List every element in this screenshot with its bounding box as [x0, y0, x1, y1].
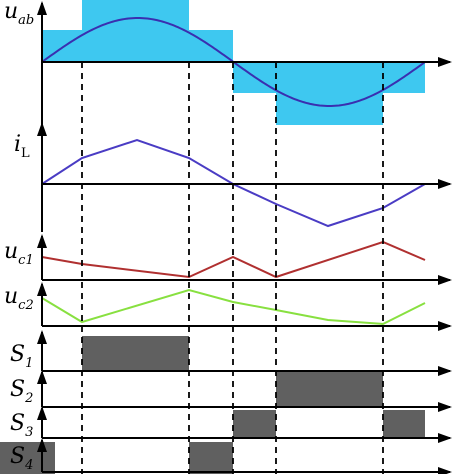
uc2-waveform — [41, 288, 426, 326]
s3-pulse-2 — [383, 410, 425, 438]
s1-label: S1 — [10, 342, 33, 371]
s2-pulse — [276, 372, 383, 407]
transition-guides — [81, 62, 384, 474]
s4-pulse-2 — [189, 442, 233, 474]
waveform-labels: uab iL uc1 uc2 S1 S2 S3 S4 — [4, 0, 34, 473]
uc1-label: uc1 — [4, 239, 34, 268]
uc2-label: uc2 — [4, 284, 34, 313]
uab-square-wave — [42, 0, 425, 125]
s3-pulse-1 — [233, 410, 276, 438]
s4-label: S4 — [10, 444, 33, 473]
s1-pulse — [82, 336, 189, 371]
uab-label: uab — [4, 0, 34, 28]
il-label: iL — [14, 132, 30, 161]
uab-block-2 — [82, 0, 189, 62]
s2-label: S2 — [10, 377, 33, 406]
switching-pulses — [0, 336, 425, 474]
axes — [37, 1, 452, 474]
uab-block-5 — [276, 62, 383, 125]
s3-label: S3 — [10, 411, 33, 440]
